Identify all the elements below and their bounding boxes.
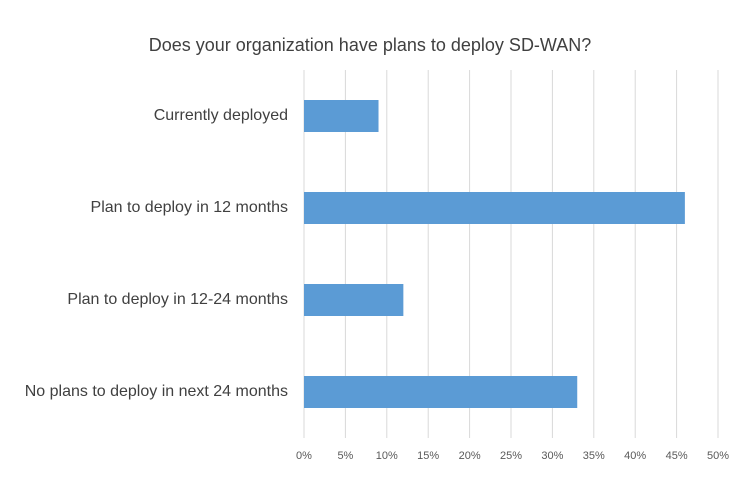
bar <box>304 376 578 408</box>
y-tick-label: Plan to deploy in 12 months <box>91 199 288 216</box>
x-tick-label: 50% <box>707 450 729 462</box>
x-tick-label: 0% <box>296 450 312 462</box>
y-tick-label: Currently deployed <box>154 107 288 124</box>
x-tick-label: 20% <box>459 450 481 462</box>
x-tick-label: 45% <box>666 450 688 462</box>
bar <box>304 192 685 224</box>
x-tick-label: 5% <box>337 450 353 462</box>
chart-title: Does your organization have plans to dep… <box>149 35 592 55</box>
x-tick-label: 25% <box>500 450 522 462</box>
x-tick-label: 30% <box>541 450 563 462</box>
x-tick-label: 40% <box>624 450 646 462</box>
y-tick-label: No plans to deploy in next 24 months <box>25 383 288 400</box>
x-tick-label: 15% <box>417 450 439 462</box>
y-tick-label: Plan to deploy in 12-24 months <box>67 291 288 308</box>
x-tick-label: 10% <box>376 450 398 462</box>
bar <box>304 100 379 132</box>
x-tick-label: 35% <box>583 450 605 462</box>
bar <box>304 284 404 316</box>
